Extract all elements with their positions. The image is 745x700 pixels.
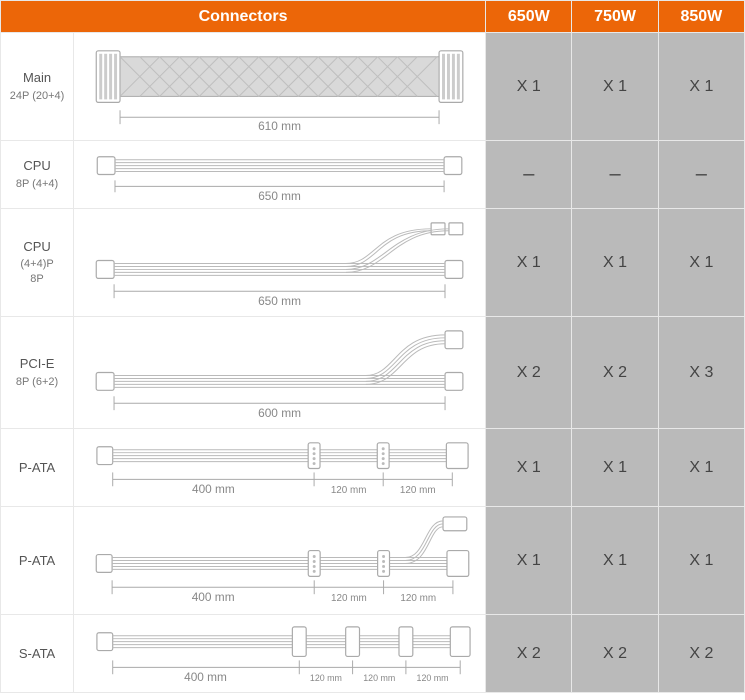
val-pata1-650: X 1 [486,429,572,507]
label-text: Main [23,70,51,85]
val-pata1-750: X 1 [572,429,658,507]
svg-text:120 mm: 120 mm [400,593,436,604]
label-text: PCI-E [20,356,55,371]
sublabel-text: 24P (20+4) [3,89,71,104]
val-pata1-850: X 1 [658,429,744,507]
diagram-pcie: 600 mm [74,317,486,429]
row-pcie: PCI-E 8P (6+2) 600 mm X 2 [1,317,745,429]
diagram-sata: 400 mm 120 mm 120 mm 120 mm [74,615,486,693]
val-pata2-850: X 1 [658,507,744,615]
label-cpu1: CPU 8P (4+4) [1,141,74,209]
svg-text:120 mm: 120 mm [331,593,367,604]
sublabel-text: 8P (4+4) [3,177,71,192]
row-cpu2: CPU (4+4)P 8P 650 mm [1,209,745,317]
svg-text:120 mm: 120 mm [331,485,367,496]
row-pata1: P-ATA 400 mm 120 mm 120 mm [1,429,745,507]
header-row: Connectors 650W 750W 850W [1,1,745,33]
svg-text:400 mm: 400 mm [192,590,235,604]
val-main-850: X 1 [658,33,744,141]
diagram-main: 610 mm [74,33,486,141]
val-cpu1-650: – [486,141,572,209]
label-text: P-ATA [19,460,55,475]
label-text: S-ATA [19,646,55,661]
val-cpu2-750: X 1 [572,209,658,317]
svg-text:600 mm: 600 mm [258,406,301,420]
svg-text:650 mm: 650 mm [258,189,301,203]
row-sata: S-ATA 400 mm 120 mm 120 mm 120 mm [1,615,745,693]
label-pcie: PCI-E 8P (6+2) [1,317,74,429]
svg-text:610 mm: 610 mm [258,119,301,133]
val-cpu1-750: – [572,141,658,209]
val-sata-750: X 2 [572,615,658,693]
diagram-cpu1: 650 mm [74,141,486,209]
val-sata-650: X 2 [486,615,572,693]
val-cpu2-650: X 1 [486,209,572,317]
row-cpu1: CPU 8P (4+4) 650 mm – – – [1,141,745,209]
val-main-650: X 1 [486,33,572,141]
diagram-pata1: 400 mm 120 mm 120 mm [74,429,486,507]
label-text: CPU [23,158,50,173]
label-text: CPU [23,239,50,254]
connector-spec-table: Connectors 650W 750W 850W Main 24P (20+4… [0,0,745,693]
sublabel-text: 8P (6+2) [3,375,71,390]
val-pata2-650: X 1 [486,507,572,615]
svg-text:650 mm: 650 mm [258,294,301,308]
label-cpu2: CPU (4+4)P 8P [1,209,74,317]
val-sata-850: X 2 [658,615,744,693]
svg-text:400 mm: 400 mm [184,670,227,684]
label-sata: S-ATA [1,615,74,693]
label-pata1: P-ATA [1,429,74,507]
svg-text:120 mm: 120 mm [310,673,342,683]
svg-text:400 mm: 400 mm [192,482,235,496]
val-cpu2-850: X 1 [658,209,744,317]
val-pcie-650: X 2 [486,317,572,429]
svg-text:120 mm: 120 mm [417,673,449,683]
diagram-pata2: 400 mm 120 mm 120 mm [74,507,486,615]
svg-text:120 mm: 120 mm [400,485,436,496]
label-text: P-ATA [19,553,55,568]
header-750w: 750W [572,1,658,33]
label-pata2: P-ATA [1,507,74,615]
row-main: Main 24P (20+4) 610 mm [1,33,745,141]
header-connectors: Connectors [1,1,486,33]
val-pcie-850: X 3 [658,317,744,429]
diagram-cpu2: 650 mm [74,209,486,317]
val-pcie-750: X 2 [572,317,658,429]
header-650w: 650W [486,1,572,33]
val-pata2-750: X 1 [572,507,658,615]
val-cpu1-850: – [658,141,744,209]
label-main: Main 24P (20+4) [1,33,74,141]
row-pata2: P-ATA 400 mm 1 [1,507,745,615]
val-main-750: X 1 [572,33,658,141]
sublabel-text: (4+4)P 8P [3,257,71,287]
header-850w: 850W [658,1,744,33]
svg-text:120 mm: 120 mm [363,673,395,683]
